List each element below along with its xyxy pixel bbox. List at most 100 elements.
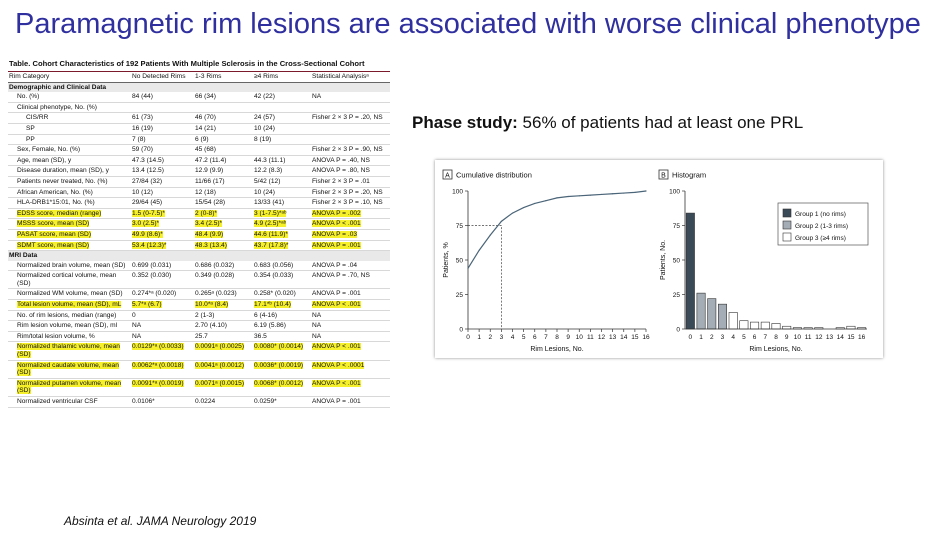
table-cell: 11/66 (17): [194, 176, 253, 188]
cell-text: Fisher 2 × 3 P = .20, NS: [312, 114, 383, 122]
cell-text: ANOVA P = .001: [312, 398, 361, 405]
x-tick-label: 3: [500, 334, 504, 341]
table-cell: 45 (68): [194, 144, 253, 156]
cell-text: 24 (57): [254, 114, 275, 122]
cell-text: 2 (0-8)*: [195, 209, 217, 217]
cell-text: 48.3 (13.4): [195, 241, 227, 249]
table-cell: Normalized caudate volume, mean (SD): [8, 360, 131, 379]
cell-text: 8 (19): [254, 135, 272, 143]
legend-label: Group 3 (≥4 rims): [795, 235, 846, 242]
cell-text: Clinical phenotype, No. (%): [17, 103, 97, 111]
x-tick-label: 2: [710, 334, 714, 341]
cell-text: ANOVA P = .001: [312, 241, 361, 249]
cumulative-point: [489, 234, 491, 236]
table-cell: ANOVA P < .001: [311, 299, 390, 311]
cell-text: PP: [26, 135, 35, 143]
slide-title: Paramagnetic rim lesions are associated …: [15, 8, 921, 40]
table-cell: NA: [311, 320, 390, 332]
cumulative-point: [589, 194, 591, 196]
table-row: Total lesion volume, mean (SD), mL 5.7*ᵃ …: [8, 299, 390, 311]
cell-text: 2.70 (4.10): [195, 322, 227, 330]
table-cell: 0.683 (0.056): [253, 260, 311, 272]
table-cell: 0.0106*: [131, 396, 194, 408]
x-tick-label: 5: [742, 334, 746, 341]
table-row: Normalized ventricular CSF 0.0106* 0.0224 0…: [8, 396, 390, 408]
cumulative-point: [511, 212, 514, 214]
table-cell: 8 (19): [253, 134, 311, 146]
table-cell: 17.1*ᵇ (10.4): [253, 299, 311, 311]
table-row: Normalized putamen volume, mean (SD) 0.00…: [8, 378, 390, 398]
x-tick-label: 1: [699, 334, 703, 341]
table-cell: [253, 250, 311, 261]
cell-text: No. (%): [17, 93, 40, 101]
table-cell: 0.0036* (0.0019): [253, 360, 311, 379]
table-cell: 6 (9): [194, 134, 253, 146]
legend-swatch: [782, 208, 792, 218]
y-tick-label: 0: [676, 326, 680, 333]
table-row: Sex, Female, No. (%) 59 (70) 45 (68) Fisher…: [8, 144, 390, 156]
cell-text: 0.0080* (0.0014): [254, 343, 304, 351]
y-tick-label: 0: [459, 326, 463, 333]
cumulative-point: [612, 193, 614, 195]
phase-study-text: Phase study: 56% of patients had at leas…: [412, 113, 803, 133]
table-row: SDMT score, mean (SD) 53.4 (12.3)* 48.3 (1…: [8, 240, 390, 252]
table-cell: 2.70 (4.10): [194, 320, 253, 332]
cell-text: ANOVA P = .001: [312, 290, 361, 298]
table-row: EDSS score, median (range) 1.5 (0-7.5)* 2 …: [8, 208, 390, 220]
x-tick-label: 12: [598, 334, 606, 341]
x-tick-label: 0: [689, 334, 693, 341]
table-cell: 0.354 (0.033): [253, 270, 311, 290]
cell-text: No. of rim lesions, median (range): [17, 311, 117, 319]
cell-text: NA: [312, 322, 322, 330]
table-cell: 14 (21): [194, 123, 253, 135]
cell-text: 15/54 (28): [195, 199, 226, 207]
cumulative-point: [600, 193, 603, 196]
cell-text: SDMT score, mean (SD): [17, 241, 90, 249]
cohort-table-panel: Table. Cohort Characteristics of 192 Pat…: [8, 58, 390, 510]
table-cell: 10 (12): [131, 187, 194, 199]
table-cell: 0.686 (0.032): [194, 260, 253, 272]
header-cell: 1-3 Rims: [194, 72, 253, 83]
cell-text: African American, No. (%): [17, 188, 93, 196]
histogram-bar: [846, 325, 856, 330]
cell-text: ANOVA P = .40, NS: [312, 156, 370, 164]
table-cell: [253, 102, 311, 114]
cumulative-line: [467, 190, 647, 269]
cell-text: Demographic and Clinical Data: [9, 83, 107, 91]
table-cell: 48.4 (9.9): [194, 229, 253, 241]
table-cell: MSSS score, mean (SD): [8, 218, 131, 230]
table-cell: ANOVA P < .001: [311, 378, 390, 398]
cell-text: Normalized WM volume, mean (SD): [17, 290, 123, 298]
table-cell: 0: [131, 310, 194, 322]
table-cell: 10 (24): [253, 187, 311, 199]
table-cell: 0.0062*ᵃ (0.0018): [131, 360, 194, 379]
table-cell: NA: [131, 320, 194, 332]
x-tick-label: 10: [576, 334, 584, 341]
cell-text: 17.1*ᵇ (10.4): [254, 301, 291, 309]
table-cell: No. (%): [8, 92, 131, 103]
cell-text: Total lesion volume, mean (SD), mL: [17, 301, 122, 309]
table-row: Age, mean (SD), y 47.3 (14.5) 47.2 (11.4) 4…: [8, 155, 390, 167]
legend-label: Group 1 (no rims): [795, 211, 846, 218]
table-cell: 42 (22): [253, 92, 311, 103]
header-cell: Rim Category: [8, 72, 131, 83]
table-section-row: Demographic and Clinical Data: [8, 82, 390, 93]
table-row: SP 16 (19) 14 (21) 10 (24): [8, 123, 390, 135]
cell-text: 46 (70): [195, 114, 216, 122]
table-cell: 36.5: [253, 331, 311, 343]
cell-text: ANOVA P = .70, NS: [312, 272, 370, 280]
cumulative-point: [523, 206, 525, 209]
table-cell: 3.0 (2.5)*: [131, 218, 194, 230]
table-cell: SDMT score, mean (SD): [8, 240, 131, 252]
x-tick-label: 3: [721, 334, 725, 341]
table-cell: NA: [311, 331, 390, 343]
cell-text: 84 (44): [132, 93, 153, 101]
table-cell: Normalized brain volume, mean (SD): [8, 260, 131, 272]
table-cell: 44.6 (11.9)*: [253, 229, 311, 241]
cell-text: ANOVA P < .001: [312, 343, 361, 351]
cell-text: 2 (1-3): [195, 311, 215, 319]
cell-text: ANOVA P < .001: [312, 379, 361, 387]
cell-text: Disease duration, mean (SD), y: [17, 167, 109, 175]
cell-text: 3.0 (2.5)*: [132, 220, 160, 228]
table-cell: 27/84 (32): [131, 176, 194, 188]
